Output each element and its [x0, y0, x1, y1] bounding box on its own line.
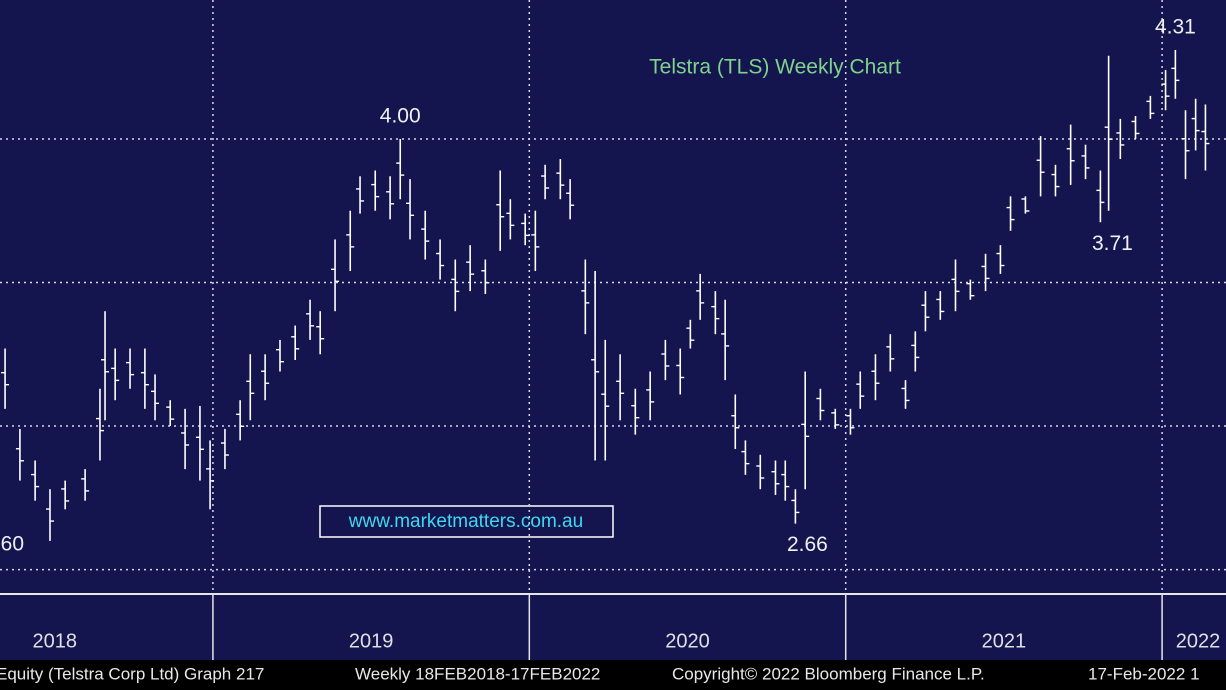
annotation: 2.66	[787, 533, 828, 556]
footer-text: Weekly 18FEB2018-17FEB2022	[355, 664, 600, 683]
annotation: 3.71	[1092, 232, 1133, 255]
footer-text: Copyright© 2022 Bloomberg Finance L.P.	[672, 664, 985, 683]
x-tick-label: 2020	[665, 630, 710, 652]
watermark-box	[319, 505, 614, 538]
annotation: 4.00	[380, 105, 421, 128]
footer-bar	[0, 660, 1226, 690]
annotation: 2.60	[0, 532, 24, 555]
annotation: 4.31	[1155, 16, 1196, 39]
x-tick-label: 2021	[982, 630, 1027, 652]
plot-background	[0, 0, 1226, 660]
x-tick-label: 2022	[1176, 630, 1221, 652]
watermark: www.marketmatters.com.au	[348, 511, 583, 532]
chart-title: Telstra (TLS) Weekly Chart	[649, 56, 901, 79]
x-tick-label: 2018	[32, 630, 77, 652]
footer-text: 17-Feb-2022 1	[1088, 664, 1200, 683]
x-tick-label: 2019	[349, 630, 394, 652]
footer-text: Equity (Telstra Corp Ltd) Graph 217	[0, 664, 264, 683]
